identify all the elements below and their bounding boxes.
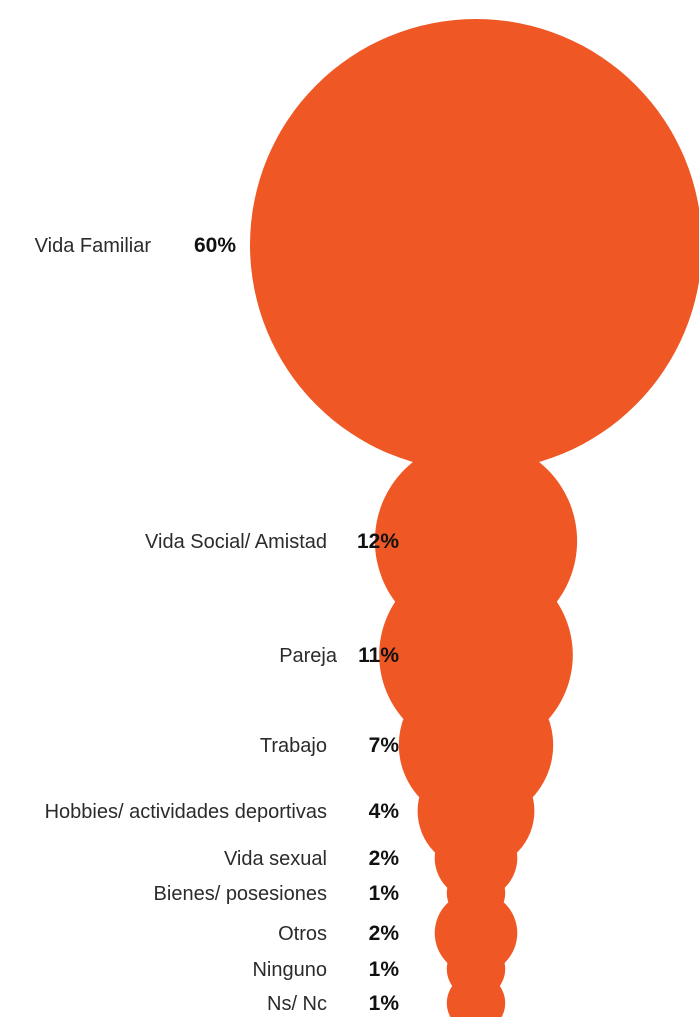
category-label-1: Vida Social/ Amistad	[145, 531, 327, 553]
category-label-0: Vida Familiar	[35, 235, 152, 257]
category-label-3: Trabajo	[260, 735, 327, 757]
category-label-7: Otros	[278, 923, 327, 945]
value-label-4: 4%	[369, 800, 400, 823]
value-label-1: 12%	[357, 530, 399, 553]
value-label-2: 11%	[358, 644, 399, 667]
category-label-5: Vida sexual	[224, 848, 327, 870]
category-label-2: Pareja	[279, 645, 338, 667]
bubble-9	[446, 973, 506, 1017]
bubble-0	[250, 19, 699, 471]
category-label-8: Ninguno	[252, 959, 327, 981]
value-label-6: 1%	[369, 882, 400, 905]
value-label-3: 7%	[369, 734, 400, 757]
value-label-8: 1%	[369, 958, 400, 981]
category-label-9: Ns/ Nc	[267, 993, 327, 1015]
category-label-4: Hobbies/ actividades deportivas	[45, 801, 327, 823]
category-label-6: Bienes/ posesiones	[154, 883, 327, 905]
value-label-5: 2%	[369, 847, 400, 870]
value-label-7: 2%	[369, 922, 400, 945]
value-label-0: 60%	[194, 234, 236, 257]
value-label-9: 1%	[369, 992, 400, 1015]
